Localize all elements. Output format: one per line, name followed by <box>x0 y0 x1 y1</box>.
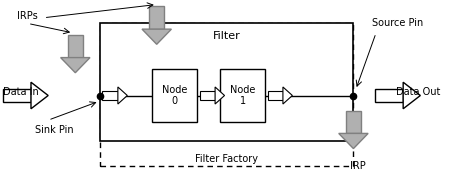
Text: Filter: Filter <box>213 31 241 41</box>
Bar <box>152 69 197 122</box>
Polygon shape <box>142 29 172 44</box>
Polygon shape <box>267 91 283 100</box>
Text: Data In: Data In <box>3 87 39 97</box>
Text: Data Out: Data Out <box>396 87 441 97</box>
Polygon shape <box>103 91 118 100</box>
Polygon shape <box>3 89 31 102</box>
Polygon shape <box>61 57 90 73</box>
Polygon shape <box>200 91 215 100</box>
Text: IRPs: IRPs <box>16 11 37 21</box>
Polygon shape <box>31 82 48 109</box>
Polygon shape <box>215 87 225 104</box>
Polygon shape <box>339 134 368 149</box>
Bar <box>100 23 353 166</box>
Polygon shape <box>68 35 83 57</box>
Text: Filter Factory: Filter Factory <box>195 154 258 164</box>
Text: Node
1: Node 1 <box>230 85 255 106</box>
Text: Node
0: Node 0 <box>162 85 188 106</box>
Text: IRP: IRP <box>350 161 366 171</box>
Polygon shape <box>403 82 420 109</box>
Polygon shape <box>346 111 361 134</box>
Text: Source Pin: Source Pin <box>371 19 423 28</box>
Polygon shape <box>118 87 127 104</box>
Polygon shape <box>149 6 164 29</box>
Text: Sink Pin: Sink Pin <box>35 125 73 135</box>
Bar <box>100 23 353 141</box>
Polygon shape <box>283 87 292 104</box>
Polygon shape <box>375 89 403 102</box>
Bar <box>220 69 265 122</box>
